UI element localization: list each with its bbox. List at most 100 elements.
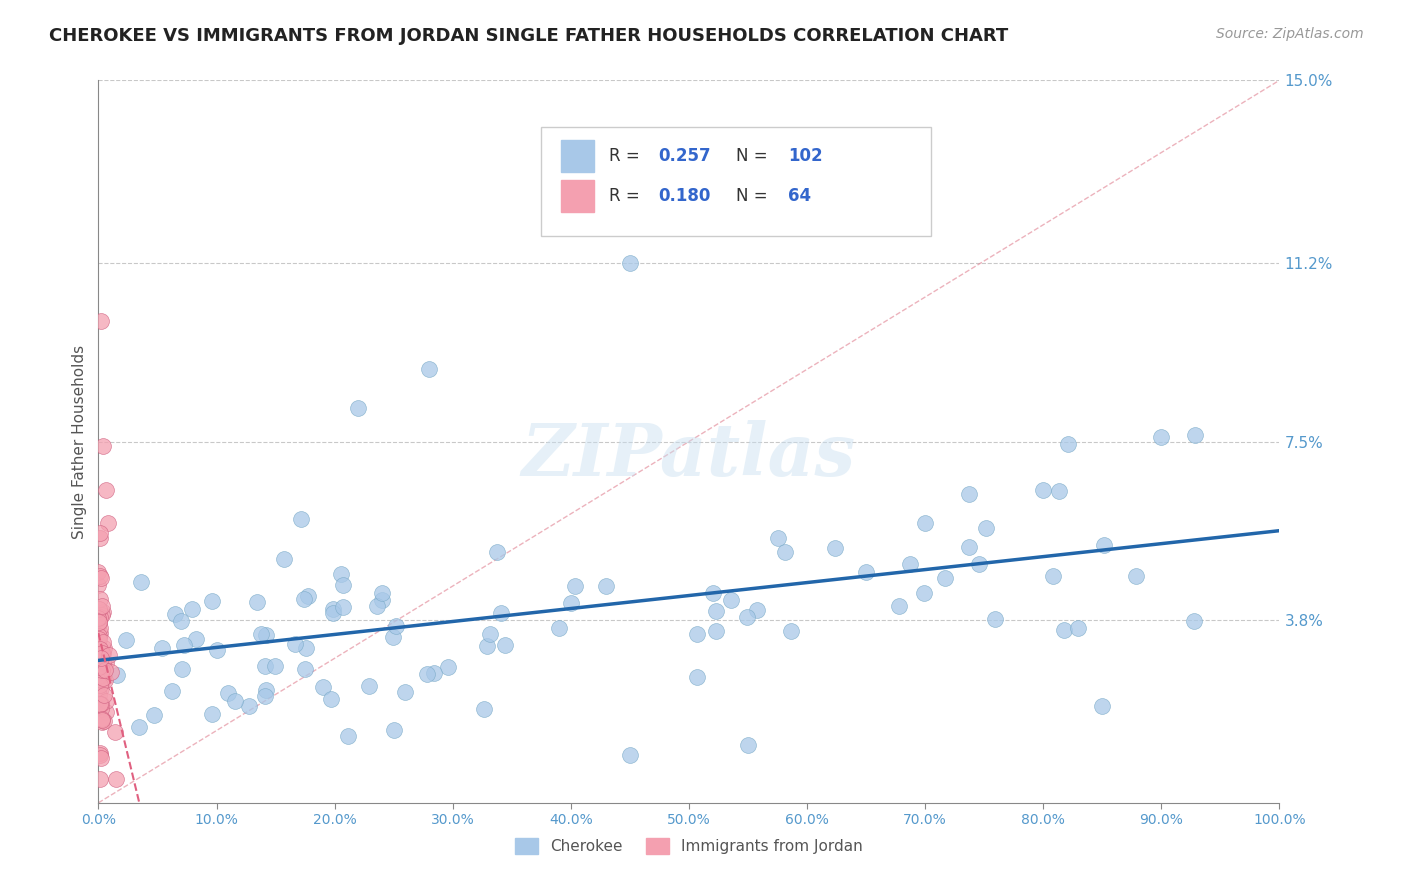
- Cherokee: [322, 606, 344, 620]
- Immigrants from Jordan: [90, 648, 112, 662]
- Cherokee: [115, 632, 138, 647]
- Cherokee: [478, 626, 501, 640]
- Cherokee: [957, 487, 980, 501]
- Cherokee: [564, 579, 586, 593]
- Immigrants from Jordan: [91, 714, 114, 728]
- Cherokee: [747, 603, 769, 617]
- Immigrants from Jordan: [90, 571, 112, 585]
- Cherokee: [201, 594, 224, 608]
- Bar: [561, 140, 595, 172]
- Cherokee: [163, 607, 186, 622]
- Cherokee: [382, 723, 405, 737]
- Cherokee: [1125, 569, 1147, 583]
- Text: Source: ZipAtlas.com: Source: ZipAtlas.com: [1216, 27, 1364, 41]
- Cherokee: [180, 601, 202, 615]
- Text: 0.257: 0.257: [658, 147, 711, 165]
- Cherokee: [105, 668, 128, 682]
- Cherokee: [1094, 538, 1116, 552]
- Cherokee: [702, 585, 724, 599]
- Cherokee: [370, 586, 392, 600]
- Cherokee: [898, 557, 921, 571]
- Text: CHEROKEE VS IMMIGRANTS FROM JORDAN SINGLE FATHER HOUSEHOLDS CORRELATION CHART: CHEROKEE VS IMMIGRANTS FROM JORDAN SINGL…: [49, 27, 1008, 45]
- Immigrants from Jordan: [90, 681, 112, 695]
- Immigrants from Jordan: [89, 625, 111, 640]
- Immigrants from Jordan: [90, 314, 112, 328]
- Cherokee: [912, 586, 935, 600]
- Cherokee: [494, 638, 516, 652]
- Cherokee: [128, 720, 150, 734]
- Immigrants from Jordan: [89, 610, 111, 624]
- Cherokee: [737, 738, 759, 752]
- Immigrants from Jordan: [90, 698, 112, 712]
- Cherokee: [263, 658, 285, 673]
- Immigrants from Jordan: [90, 751, 112, 765]
- Cherokee: [184, 632, 207, 646]
- Text: R =: R =: [609, 187, 644, 205]
- Cherokee: [720, 592, 742, 607]
- Cherokee: [217, 686, 239, 700]
- Cherokee: [1057, 437, 1080, 451]
- Immigrants from Jordan: [89, 748, 111, 763]
- Immigrants from Jordan: [91, 663, 114, 677]
- Cherokee: [319, 691, 342, 706]
- Cherokee: [1032, 483, 1054, 497]
- Cherokee: [384, 619, 406, 633]
- Immigrants from Jordan: [94, 663, 117, 677]
- Cherokee: [686, 670, 709, 684]
- Cherokee: [1042, 569, 1064, 583]
- Cherokee: [1047, 483, 1070, 498]
- Immigrants from Jordan: [90, 702, 112, 716]
- Immigrants from Jordan: [89, 632, 111, 647]
- Cherokee: [957, 540, 980, 554]
- Cherokee: [889, 599, 911, 613]
- Immigrants from Jordan: [87, 615, 110, 629]
- Cherokee: [254, 682, 277, 697]
- Cherokee: [984, 612, 1007, 626]
- Cherokee: [224, 693, 246, 707]
- Immigrants from Jordan: [91, 673, 114, 688]
- Cherokee: [967, 557, 990, 571]
- Immigrants from Jordan: [91, 714, 114, 729]
- Immigrants from Jordan: [89, 601, 111, 615]
- Cherokee: [254, 690, 277, 704]
- Immigrants from Jordan: [91, 635, 114, 649]
- Cherokee: [619, 747, 641, 762]
- Cherokee: [246, 595, 269, 609]
- Cherokee: [359, 679, 381, 693]
- Cherokee: [322, 601, 344, 615]
- Immigrants from Jordan: [97, 516, 120, 531]
- Text: 102: 102: [789, 147, 823, 165]
- Immigrants from Jordan: [90, 650, 112, 665]
- Cherokee: [780, 624, 803, 638]
- Text: 64: 64: [789, 187, 811, 205]
- Immigrants from Jordan: [93, 646, 115, 660]
- Immigrants from Jordan: [89, 591, 111, 606]
- Immigrants from Jordan: [89, 678, 111, 692]
- Immigrants from Jordan: [91, 439, 114, 453]
- Immigrants from Jordan: [94, 657, 117, 671]
- Immigrants from Jordan: [89, 621, 111, 635]
- Cherokee: [704, 624, 727, 638]
- Cherokee: [142, 707, 165, 722]
- Cherokee: [489, 606, 512, 620]
- Immigrants from Jordan: [91, 712, 114, 726]
- Immigrants from Jordan: [87, 610, 110, 624]
- Cherokee: [934, 571, 956, 585]
- Cherokee: [336, 729, 359, 743]
- Immigrants from Jordan: [87, 628, 110, 642]
- Cherokee: [735, 609, 758, 624]
- Immigrants from Jordan: [87, 646, 110, 660]
- Immigrants from Jordan: [93, 671, 115, 685]
- Cherokee: [1150, 430, 1173, 444]
- Immigrants from Jordan: [105, 772, 128, 786]
- Cherokee: [172, 662, 194, 676]
- Immigrants from Jordan: [90, 599, 112, 614]
- Immigrants from Jordan: [89, 656, 111, 670]
- Cherokee: [418, 362, 440, 376]
- Cherokee: [974, 521, 997, 535]
- Immigrants from Jordan: [89, 746, 111, 760]
- Cherokee: [290, 512, 312, 526]
- Cherokee: [1091, 699, 1114, 714]
- Immigrants from Jordan: [91, 655, 114, 669]
- Cherokee: [394, 684, 416, 698]
